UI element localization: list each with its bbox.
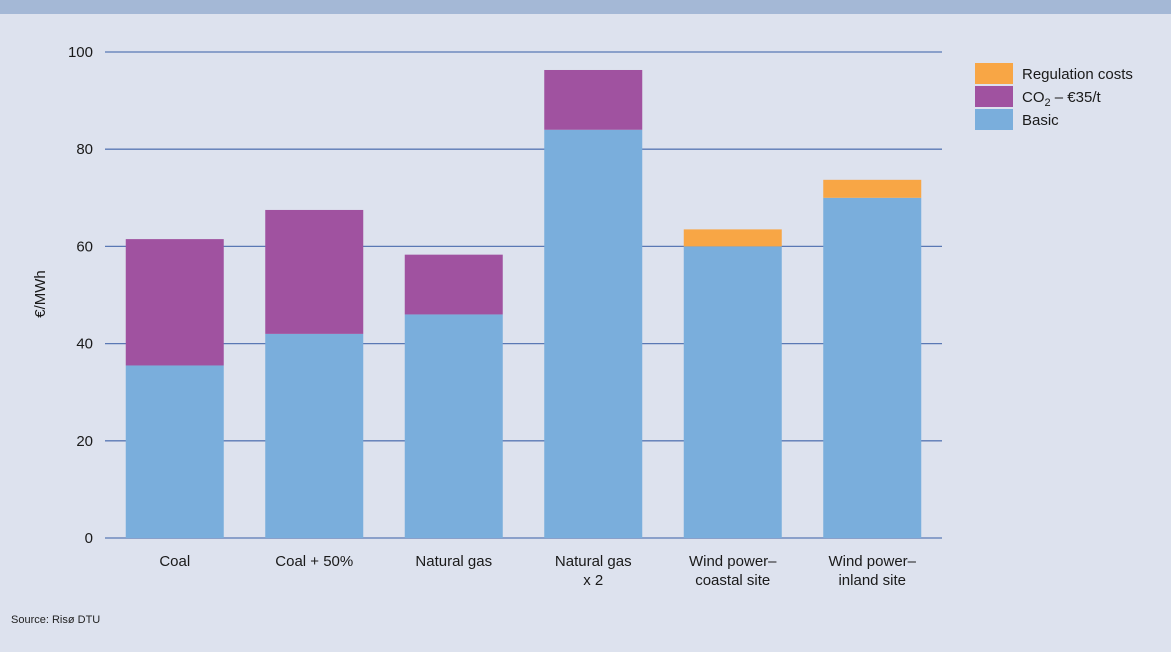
bar-3-series-0 (544, 129, 643, 538)
bar-1-series-1 (265, 209, 364, 334)
x-label-4-line-1: coastal site (695, 572, 770, 589)
legend-swatch-1 (975, 86, 1013, 107)
legend-label-2: Regulation costs (1022, 66, 1133, 83)
y-axis-label: €/MWh (32, 270, 49, 318)
y-tick-40: 40 (76, 336, 93, 353)
y-tick-80: 80 (76, 141, 93, 158)
y-tick-labels: 0 20 40 60 80 100 (68, 44, 93, 547)
source-note: Source: Risø DTU (11, 614, 101, 626)
bars (125, 69, 922, 539)
bar-2-series-1 (404, 254, 503, 315)
x-label-0-line-0: Coal (159, 553, 190, 570)
bar-5-series-0 (823, 197, 922, 539)
x-label-1-line-0: Coal + 50% (275, 553, 353, 570)
legend-swatch-0 (975, 109, 1013, 130)
x-label-3-line-0: Natural gas (555, 553, 632, 570)
y-tick-20: 20 (76, 433, 93, 450)
x-label-2-line-0: Natural gas (415, 553, 492, 570)
legend-label-1: CO2 – €35/t (1022, 89, 1101, 109)
x-label-5-line-1: inland site (838, 572, 906, 589)
bar-4-series-0 (683, 246, 782, 538)
top-banner (0, 0, 1171, 14)
y-tick-0: 0 (85, 530, 93, 547)
y-tick-100: 100 (68, 44, 93, 61)
x-label-5-line-0: Wind power– (828, 553, 916, 570)
legend: Regulation costs CO2 – €35/t Basic (975, 63, 1133, 130)
bar-1-series-0 (265, 333, 364, 538)
gridlines (105, 51, 942, 539)
legend-swatch-2 (975, 63, 1013, 84)
bar-2-series-0 (404, 314, 503, 538)
bar-4-series-2 (683, 229, 782, 247)
y-tick-60: 60 (76, 238, 93, 255)
bar-5-series-2 (823, 179, 922, 198)
x-label-4-line-0: Wind power– (689, 553, 777, 570)
bar-0-series-1 (125, 239, 224, 366)
legend-label-0: Basic (1022, 112, 1059, 129)
bar-3-series-1 (544, 69, 643, 130)
x-label-3-line-1: x 2 (583, 572, 603, 589)
x-category-labels: Coal Coal + 50% Natural gas Natural gas x 2 W… (159, 553, 916, 589)
bar-0-series-0 (125, 365, 224, 538)
